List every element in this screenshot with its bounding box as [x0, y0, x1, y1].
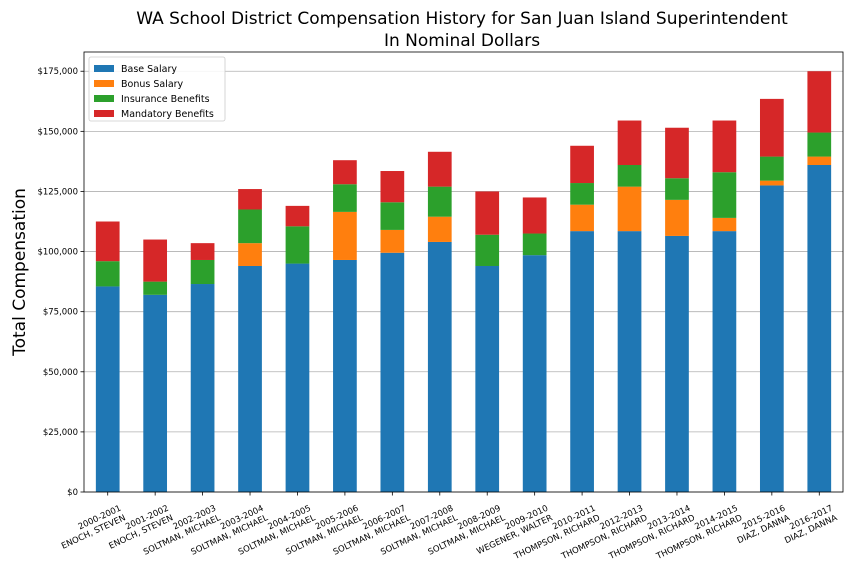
x-tick-label: 2016-2017DIAZ, DANNA — [779, 504, 839, 547]
y-tick-label: $25,000 — [43, 428, 78, 438]
bar-segment — [427, 241, 452, 492]
bar-segment — [190, 243, 215, 260]
y-axis: $0 $25,000 $50,000 $75,000 $100,000 $125,000 $… — [37, 67, 84, 498]
y-tick-label: $0 — [67, 488, 78, 498]
bar-segment — [380, 171, 405, 203]
bar-segment — [285, 226, 310, 264]
bar-segment — [95, 261, 120, 287]
legend-swatch — [94, 110, 114, 117]
bar-segment — [143, 294, 168, 492]
bar-segment — [475, 191, 500, 235]
y-tick-label: $125,000 — [37, 187, 78, 197]
bar-segment — [617, 120, 642, 166]
bar-segment — [380, 229, 405, 253]
bar-segment — [238, 265, 262, 492]
bar-segment — [380, 252, 405, 492]
bar-segment — [807, 156, 832, 166]
bar-segment — [190, 284, 215, 492]
bar-segment — [333, 211, 357, 260]
bar-segment — [95, 221, 120, 262]
y-tick-label: $50,000 — [43, 368, 78, 378]
bar-segment — [143, 239, 168, 282]
legend-label: Mandatory Benefits — [121, 109, 214, 120]
bar-segment — [712, 217, 737, 232]
chart-title: WA School District Compensation History … — [136, 9, 788, 29]
bar-segment — [427, 186, 452, 217]
bar-segment — [570, 145, 594, 184]
x-tick-label: 2015-2016DIAZ, DANNA — [731, 504, 791, 547]
bar-segment — [665, 199, 689, 236]
bar-segment — [475, 234, 500, 266]
bar-segment — [475, 265, 500, 492]
bar-segment — [665, 127, 689, 179]
bar-segment — [759, 180, 784, 186]
bars — [95, 71, 832, 493]
bar-segment — [759, 98, 784, 157]
bar-segment — [522, 255, 547, 492]
bar-segment — [380, 202, 405, 230]
legend-swatch — [94, 65, 114, 72]
legend-box — [88, 56, 226, 122]
bar-segment — [807, 165, 832, 492]
bar-segment — [712, 120, 737, 173]
bar-segment — [807, 132, 832, 157]
bar-segment — [570, 204, 594, 232]
legend: Base Salary Bonus Salary Insurance Benefit… — [88, 56, 226, 122]
y-tick-label: $100,000 — [37, 248, 78, 258]
bar-segment — [333, 184, 357, 212]
bar-segment — [238, 243, 262, 266]
bar-segment — [665, 235, 689, 492]
bar-segment — [807, 71, 832, 133]
bar-segment — [333, 259, 357, 492]
bar-segment — [617, 186, 642, 232]
bar-segment — [95, 286, 120, 492]
bar-segment — [190, 259, 215, 285]
y-tick-label: $75,000 — [43, 308, 78, 318]
bar-segment — [712, 172, 737, 218]
bar-segment — [617, 165, 642, 187]
bar-segment — [712, 231, 737, 493]
bar-segment — [570, 183, 594, 205]
y-axis-label: Total Compensation — [10, 188, 30, 357]
legend-swatch — [94, 95, 114, 102]
bar-segment — [238, 189, 262, 210]
legend-label: Insurance Benefits — [121, 94, 210, 105]
bar-segment — [759, 185, 784, 492]
bar-segment — [522, 233, 547, 256]
legend-label: Bonus Salary — [121, 79, 184, 90]
y-tick-label: $150,000 — [37, 127, 78, 137]
legend-label: Base Salary — [121, 64, 177, 75]
bar-segment — [333, 160, 357, 185]
bar-segment — [427, 216, 452, 242]
bar-segment — [285, 205, 310, 227]
bar-segment — [570, 231, 594, 493]
y-tick-label: $175,000 — [37, 67, 78, 77]
bar-segment — [427, 151, 452, 187]
chart-subtitle: In Nominal Dollars — [384, 31, 540, 51]
legend-swatch — [94, 80, 114, 87]
bar-segment — [238, 209, 262, 244]
bar-segment — [617, 231, 642, 493]
bar-segment — [759, 156, 784, 181]
plot-frame — [83, 51, 844, 493]
bar-segment — [285, 263, 310, 492]
bar-segment — [665, 178, 689, 200]
bar-segment — [143, 281, 168, 295]
bar-segment — [522, 197, 547, 234]
